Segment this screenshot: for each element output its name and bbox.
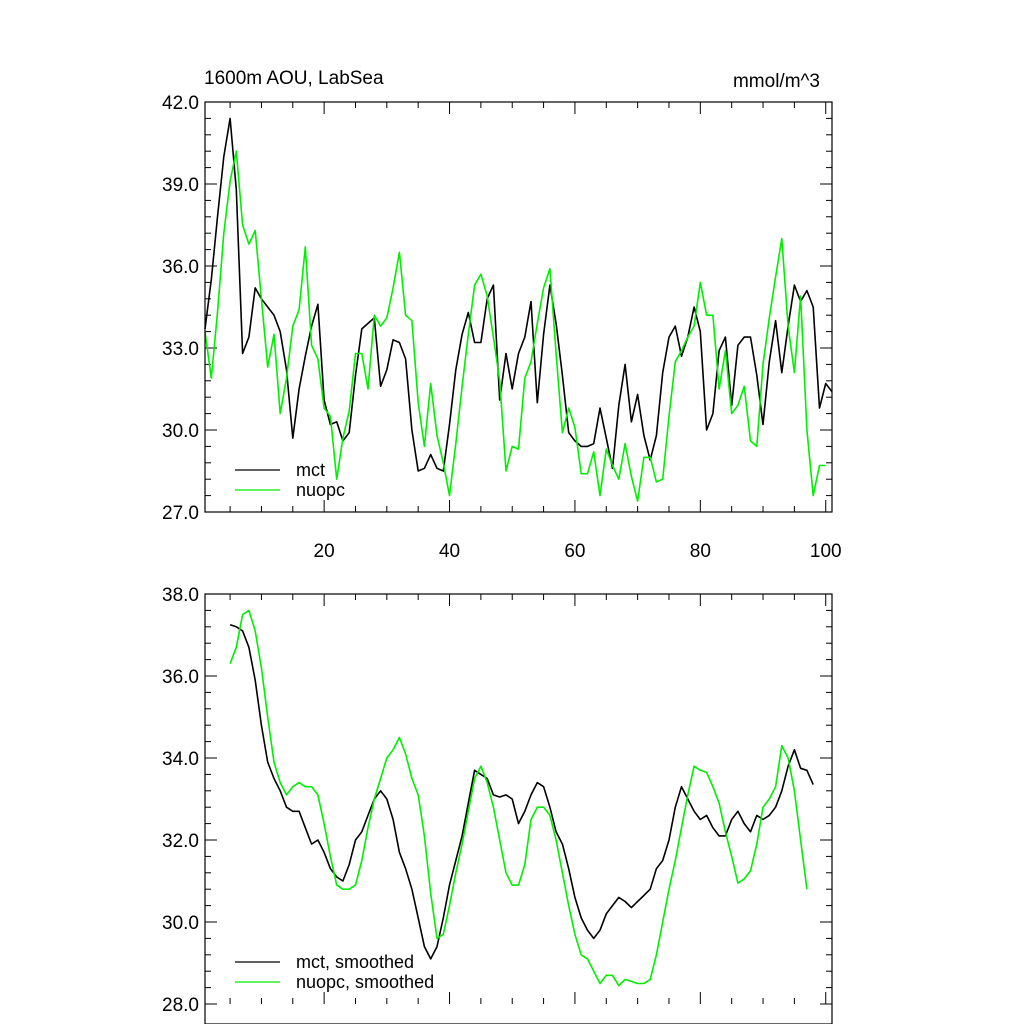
bottom-panel: 28.0 30.0 32.0 34.0 36.0 38.0 mct, smoothed n… [162,585,833,1024]
top-legend-label-nuopc: nuopc [296,480,345,500]
bottom-plot-frame [204,593,833,1024]
top-gridless-ticks: 27.0 30.0 33.0 36.0 39.0 42.0 20 40 60 80 100 [162,93,842,562]
top-chart-units: mmol/m^3 [733,71,820,92]
top-series [204,117,833,502]
top-y-tick-label: 39.0 [162,175,199,196]
top-y-tick-label: 42.0 [162,93,199,114]
bottom-legend: mct, smoothed nuopc, smoothed [235,952,434,992]
top-x-tick-label: 20 [314,541,335,562]
bottom-gridless-ticks: 28.0 30.0 32.0 34.0 36.0 38.0 [162,585,832,1016]
bottom-series [229,609,814,987]
bottom-y-tick-label: 36.0 [162,667,199,688]
top-x-tick-label: 80 [690,541,711,562]
top-x-tick-label: 60 [564,541,585,562]
top-legend-label-mct: mct [296,460,325,480]
bottom-legend-label-nuopc: nuopc, smoothed [296,972,434,992]
top-plot-frame [204,101,833,513]
top-y-tick-label: 36.0 [162,257,199,278]
bottom-y-tick-label: 28.0 [162,995,199,1016]
top-legend: mct nuopc [235,460,345,500]
top-y-tick-label: 27.0 [162,503,199,524]
top-y-tick-label: 30.0 [162,421,199,442]
top-panel: 1600m AOU, LabSea mmol/m^3 27.0 30.0 33.0 3… [162,68,842,562]
top-chart-title: 1600m AOU, LabSea [204,68,384,89]
top-y-tick-label: 33.0 [162,339,199,360]
top-x-tick-label: 40 [439,541,460,562]
bottom-y-tick-label: 38.0 [162,585,199,606]
bottom-y-tick-label: 34.0 [162,749,199,770]
bottom-y-tick-label: 32.0 [162,831,199,852]
bottom-legend-label-mct: mct, smoothed [296,952,414,972]
top-series-line-nuopc [204,150,826,502]
bottom-y-tick-label: 30.0 [162,913,199,934]
bottom-series-line-nuopc [229,609,808,987]
top-series-line-mct [204,117,833,472]
top-x-tick-label: 100 [810,541,842,562]
bottom-series-line-mct [229,624,814,960]
